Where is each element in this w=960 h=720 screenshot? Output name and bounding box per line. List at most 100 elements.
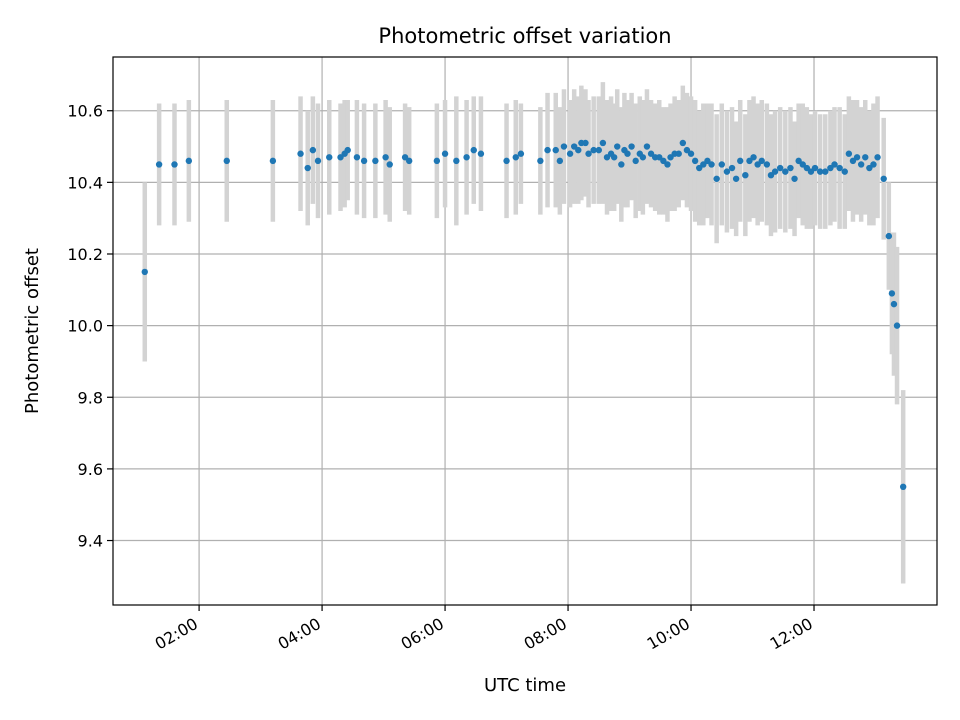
data-point	[880, 175, 887, 182]
data-point	[141, 268, 148, 276]
data-point	[372, 157, 379, 165]
data-point	[610, 154, 618, 161]
data-point	[811, 164, 819, 172]
data-point	[470, 146, 477, 154]
data-point	[742, 171, 749, 179]
data-point	[853, 154, 861, 161]
data-point	[758, 157, 765, 165]
data-point	[477, 150, 485, 157]
data-point	[185, 157, 193, 165]
data-point	[386, 161, 393, 168]
data-point	[628, 143, 635, 150]
data-point	[344, 146, 351, 154]
data-point	[822, 168, 829, 175]
data-point	[552, 146, 559, 154]
data-point	[691, 157, 699, 165]
y-tick-label: 10.2	[67, 245, 103, 264]
data-point	[718, 161, 725, 168]
data-point	[314, 157, 322, 165]
y-tick-label: 9.8	[78, 388, 103, 407]
data-point	[560, 143, 568, 150]
data-point	[782, 168, 789, 175]
data-point	[763, 161, 771, 168]
data-point	[708, 161, 715, 168]
y-tick-label: 10.6	[67, 102, 103, 121]
data-point	[297, 150, 304, 157]
data-point	[360, 157, 368, 165]
data-point	[382, 154, 389, 161]
data-point	[776, 164, 784, 172]
data-point	[304, 164, 311, 172]
chart-title: Photometric offset variation	[378, 24, 671, 48]
data-point	[713, 175, 720, 182]
data-point	[599, 139, 607, 147]
data-point	[870, 161, 877, 168]
data-point	[503, 157, 510, 165]
data-point	[595, 146, 602, 154]
data-point	[845, 150, 853, 157]
data-point	[679, 139, 687, 147]
data-point	[728, 164, 736, 172]
data-point	[841, 168, 848, 175]
data-point	[585, 150, 592, 157]
data-point	[171, 161, 178, 168]
x-axis-title: UTC time	[484, 675, 566, 696]
data-point	[582, 139, 589, 147]
data-point	[512, 154, 519, 161]
data-point	[675, 150, 682, 157]
y-tick-label: 10.4	[67, 173, 103, 192]
data-point	[737, 157, 744, 165]
data-points	[141, 139, 907, 491]
data-point	[405, 157, 413, 165]
data-point	[787, 164, 794, 172]
data-point	[723, 168, 731, 175]
data-point	[890, 300, 898, 308]
data-point	[575, 146, 582, 154]
data-point	[732, 175, 740, 182]
data-point	[664, 161, 671, 168]
data-point	[816, 168, 824, 175]
y-tick-label: 10.0	[67, 317, 103, 336]
y-axis: 9.4 9.6 9.8 10.0 10.2 10.4 10.6	[67, 102, 113, 551]
data-point	[433, 157, 441, 165]
data-point	[885, 232, 893, 240]
data-point	[862, 154, 869, 161]
data-point	[791, 175, 798, 182]
data-point	[750, 154, 757, 161]
data-point	[687, 150, 695, 157]
data-point	[614, 143, 621, 150]
plot-frame	[112, 56, 938, 606]
grid	[113, 57, 937, 605]
data-point	[771, 168, 779, 175]
data-point	[888, 290, 896, 297]
y-tick-label: 9.6	[78, 460, 103, 479]
data-point	[309, 146, 317, 154]
data-point	[643, 143, 651, 150]
y-axis-title: Photometric offset	[22, 248, 43, 414]
data-point	[517, 150, 525, 157]
data-point	[831, 161, 838, 168]
data-point	[618, 161, 625, 168]
data-point	[544, 146, 551, 154]
data-point	[223, 157, 230, 165]
data-point	[353, 154, 361, 161]
data-point	[537, 157, 544, 165]
data-point	[155, 161, 163, 168]
y-tick-label: 9.4	[78, 532, 103, 551]
data-point	[463, 154, 470, 161]
data-point	[269, 157, 277, 165]
data-point	[590, 146, 597, 154]
data-point	[566, 150, 574, 157]
data-point	[624, 150, 631, 157]
data-point	[556, 157, 564, 165]
data-point	[639, 154, 647, 161]
data-point	[857, 161, 865, 168]
data-point	[453, 157, 460, 165]
data-point	[874, 154, 881, 161]
data-point	[893, 322, 901, 329]
data-point	[632, 157, 639, 165]
data-point	[441, 150, 449, 157]
data-point	[326, 154, 333, 161]
data-point	[899, 483, 907, 491]
